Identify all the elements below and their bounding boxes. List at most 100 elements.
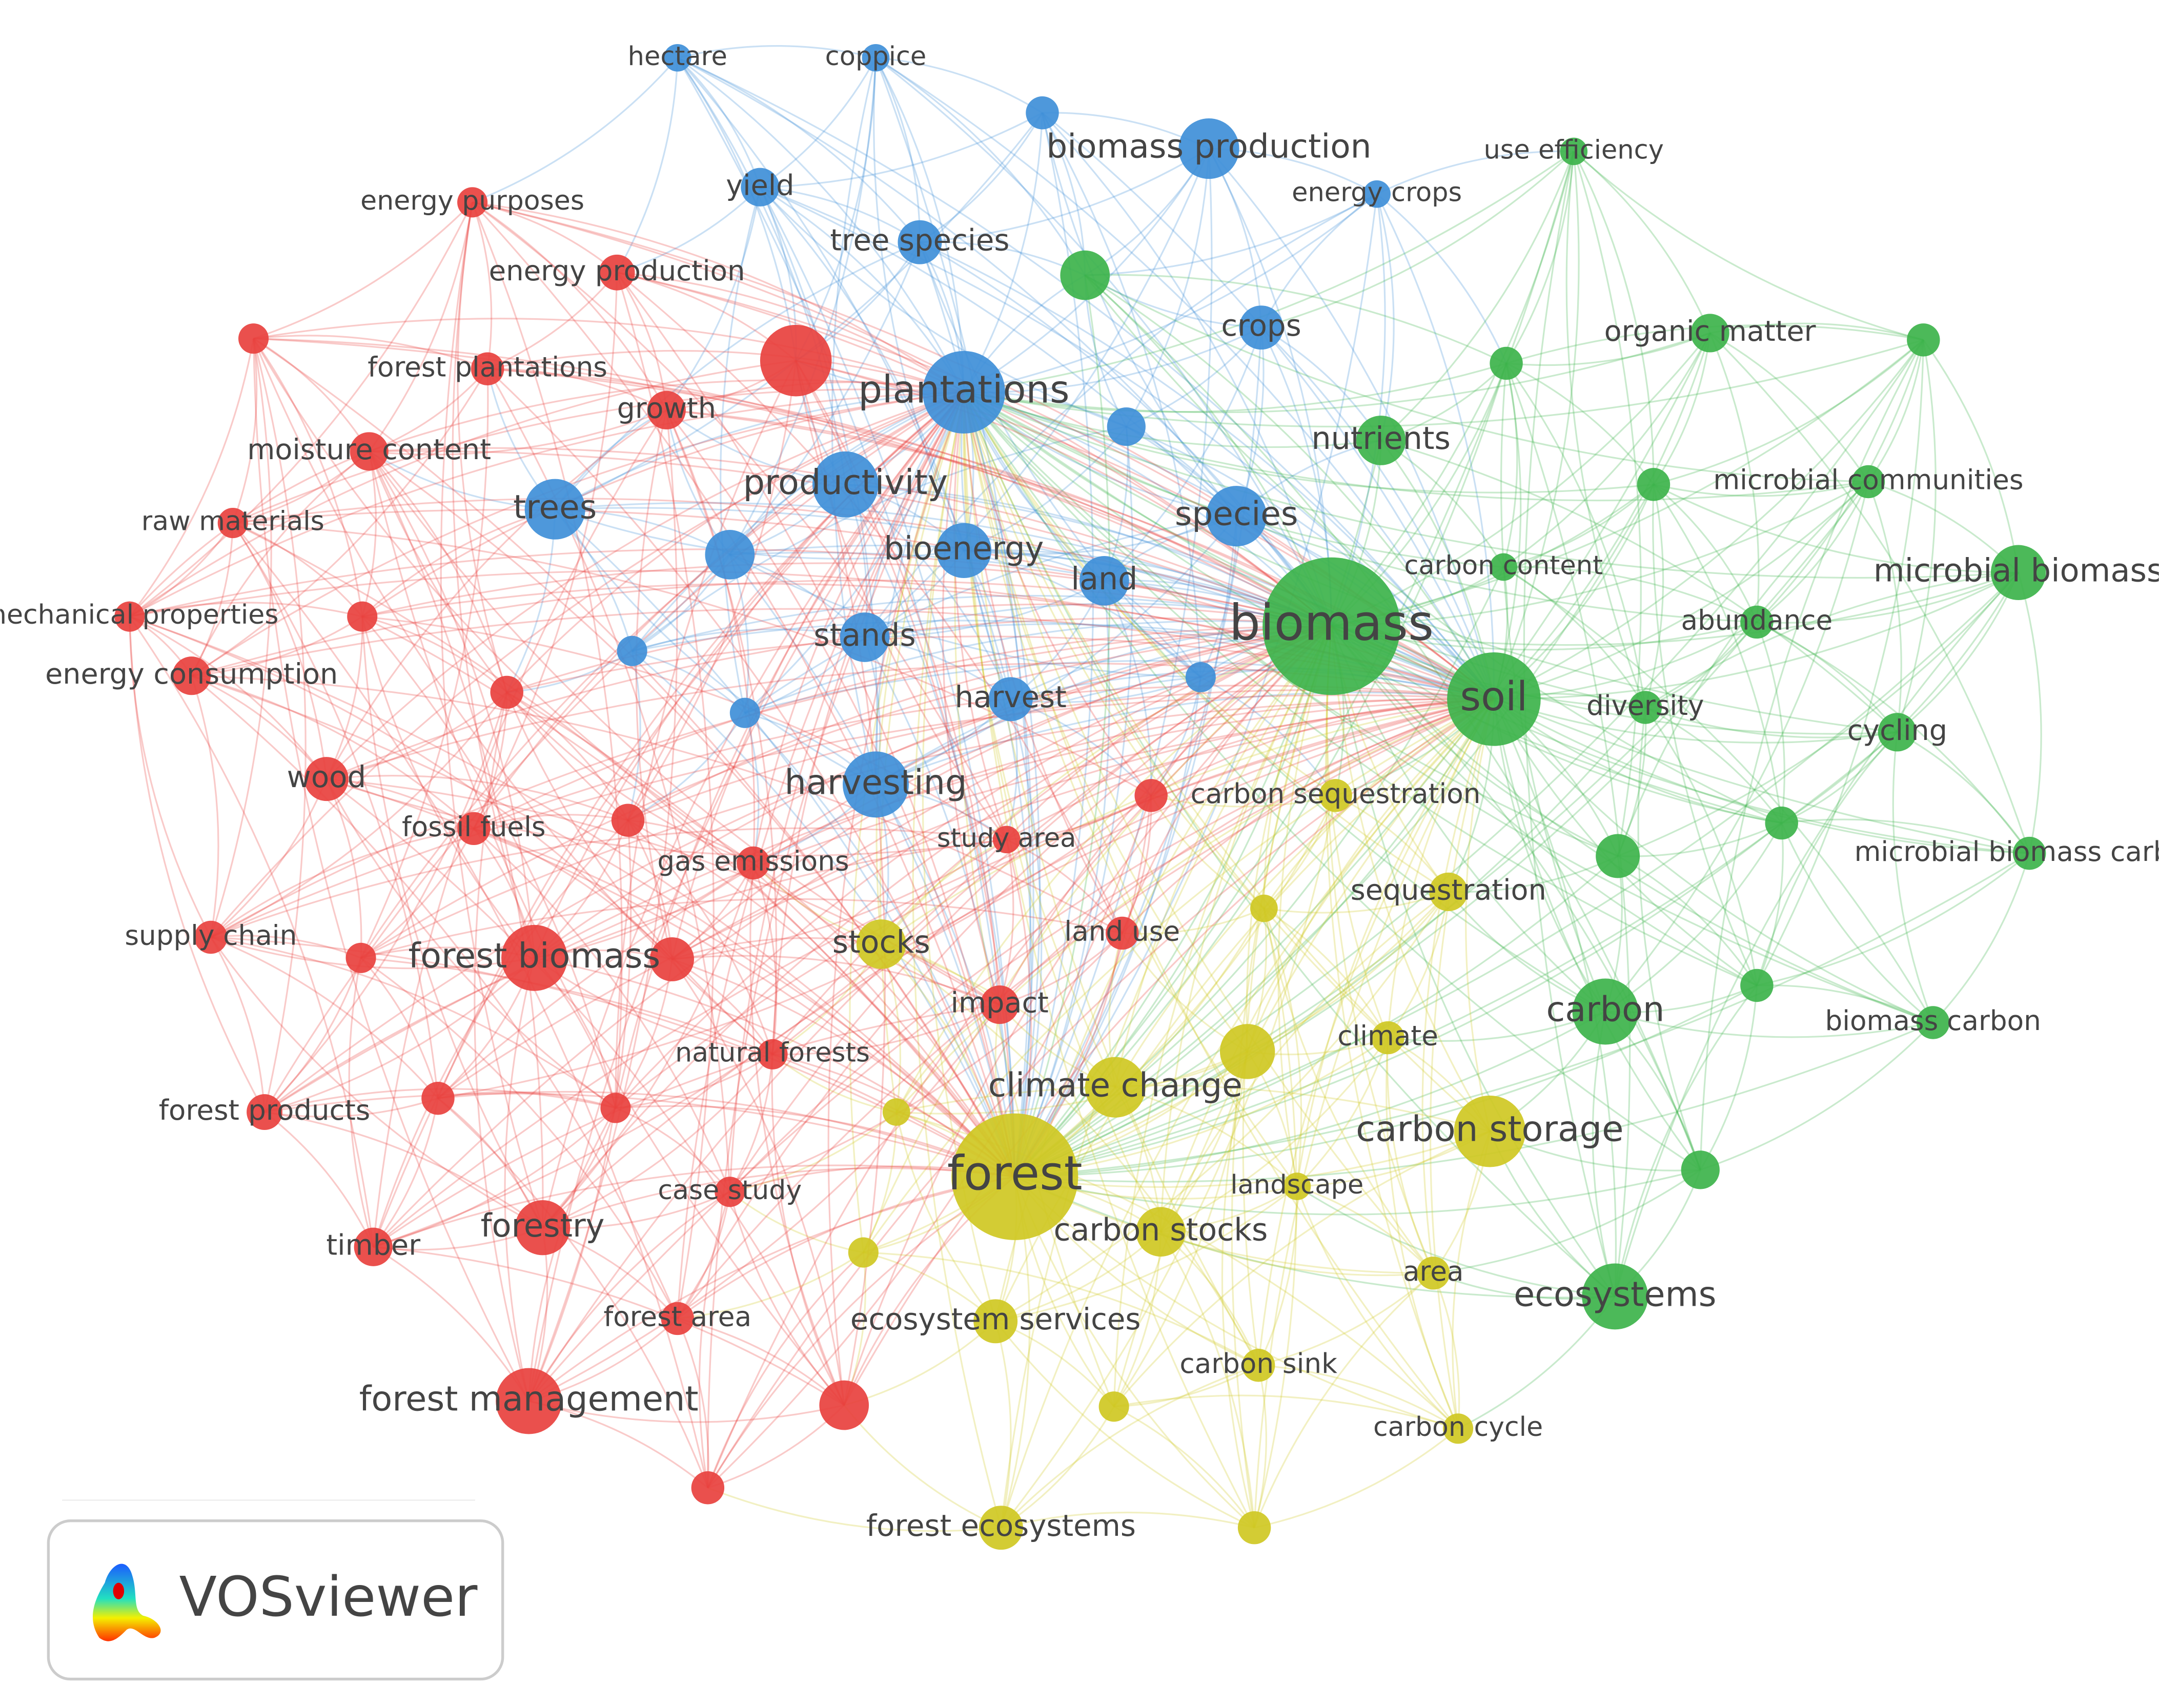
edge: [191, 675, 679, 1319]
node: [856, 919, 906, 969]
edge: [506, 691, 629, 821]
node: [1490, 553, 1518, 581]
edge: [373, 839, 1007, 1248]
edge: [795, 360, 1007, 840]
edge: [1006, 794, 1152, 840]
edge: [964, 332, 1710, 414]
edge: [437, 698, 1494, 1099]
edge: [963, 392, 1898, 733]
edge: [666, 409, 1332, 627]
edge: [1896, 340, 1937, 733]
edge: [1014, 426, 1134, 1177]
node: [496, 1368, 562, 1434]
edge: [369, 450, 1016, 1178]
edge: [1617, 572, 2019, 857]
edge: [191, 675, 219, 938]
edge: [1614, 572, 2019, 1297]
edge: [1867, 481, 1902, 733]
edge: [963, 392, 1041, 1177]
edge: [1781, 822, 1934, 1023]
edge: [360, 698, 1494, 959]
edge: [665, 409, 756, 863]
edge: [1006, 698, 1494, 840]
edge: [1376, 193, 1495, 699]
edge: [953, 392, 1008, 840]
node: [737, 846, 770, 880]
edge: [1644, 484, 1664, 708]
edge: [895, 1004, 1001, 1113]
edge: [1014, 1169, 1701, 1216]
edge: [919, 241, 1495, 700]
edge: [995, 1231, 1162, 1322]
edge: [760, 112, 1043, 188]
edge: [191, 579, 1332, 677]
edge: [1000, 626, 1332, 1528]
edge: [617, 272, 965, 393]
node-label: natural forests: [675, 1037, 870, 1068]
edge: [843, 1405, 1002, 1529]
edge: [369, 379, 964, 452]
node-label: stands: [813, 618, 915, 653]
edge: [1331, 481, 1869, 627]
node: [1429, 872, 1468, 911]
edge: [1757, 571, 2019, 624]
edge: [1159, 698, 1495, 1232]
node: [979, 1506, 1023, 1550]
edge: [528, 410, 678, 1402]
edge: [210, 694, 1494, 938]
edge: [729, 698, 1494, 1192]
edge: [963, 392, 1237, 517]
edge: [1506, 332, 1710, 366]
edge: [874, 392, 965, 785]
node: [304, 757, 349, 801]
edge: [472, 202, 493, 369]
edge: [760, 186, 1495, 700]
node-label: fossil fuels: [402, 811, 546, 842]
node-label: microbial biomass: [1873, 551, 2159, 589]
node-label: land use: [1064, 916, 1180, 948]
edge: [1159, 626, 1332, 1232]
node: [1206, 486, 1267, 547]
edge: [1781, 731, 1898, 824]
node: [898, 220, 942, 264]
edge: [671, 392, 965, 960]
edge: [210, 827, 1007, 938]
edge: [677, 45, 876, 59]
edge: [210, 937, 543, 1229]
edge: [963, 392, 1265, 909]
edge: [1653, 333, 1711, 485]
edge: [373, 1003, 1000, 1248]
edge: [1010, 669, 1494, 700]
edge: [1150, 698, 1494, 796]
edge: [1104, 327, 1262, 582]
edge: [1617, 855, 1758, 986]
edge: [963, 392, 1618, 857]
edge: [1493, 698, 1933, 1023]
edge: [963, 391, 1381, 448]
edge: [1014, 1011, 1606, 1178]
edge: [671, 838, 1007, 960]
edge: [473, 692, 508, 829]
edge: [1208, 148, 1333, 627]
edge: [1330, 626, 1616, 1297]
node: [524, 479, 585, 540]
node: [1740, 605, 1774, 639]
edge: [233, 498, 1332, 627]
node: [471, 352, 504, 386]
edge: [232, 522, 439, 1099]
edge: [1653, 339, 1924, 485]
edge: [963, 392, 1116, 1088]
edge: [1000, 795, 1337, 1529]
node-label: impact: [951, 986, 1049, 1020]
node: [1907, 323, 1940, 357]
edge: [671, 698, 1494, 960]
edge: [528, 1004, 1001, 1402]
edge: [963, 113, 1044, 393]
edge: [554, 508, 1016, 1177]
edge: [1573, 151, 1655, 485]
edge: [677, 57, 847, 485]
node-label: crops: [1221, 308, 1301, 343]
edge: [1421, 698, 1495, 1273]
node-label: abundance: [1681, 605, 1833, 636]
edge: [1253, 1365, 1267, 1528]
